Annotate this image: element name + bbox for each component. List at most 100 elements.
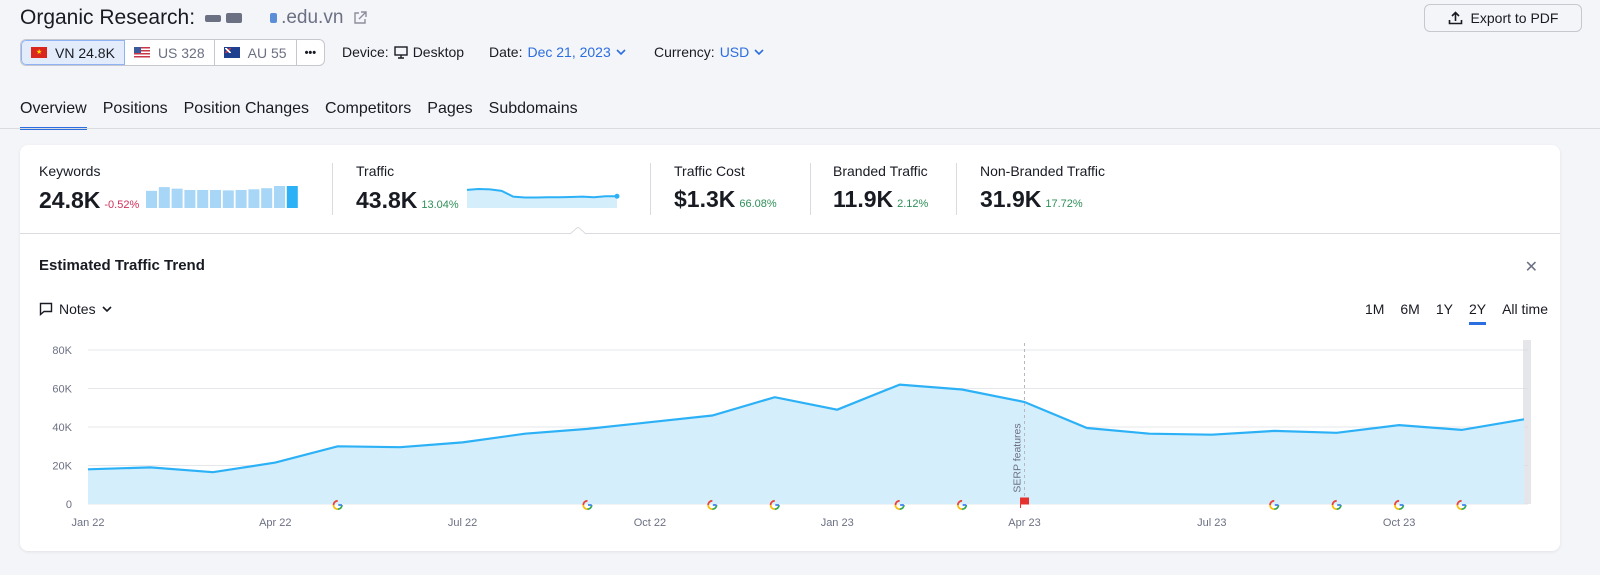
chevron-down-icon [754,48,764,55]
overview-card: Keywords 24.8K -0.52% Traffic 43.8K 13.0… [20,145,1560,551]
period-selector: 1M 6M 1Y 2Y All time [1365,301,1548,325]
metric-label: Branded Traffic [833,163,928,179]
period-6m[interactable]: 6M [1400,301,1420,317]
trend-title: Estimated Traffic Trend [39,257,205,274]
device-value: Desktop [412,44,465,60]
metric-value: $1.3K [674,186,736,212]
google-update-icon [1269,499,1280,511]
google-update-icon [707,499,718,511]
y-tick-label: 20K [52,461,72,473]
period-all-time[interactable]: All time [1502,301,1548,317]
traffic-spark-line [466,187,617,199]
tab-position-changes[interactable]: Position Changes [183,100,310,117]
google-update-icon [332,499,343,511]
metric-change: 2.12% [897,198,929,210]
traffic-sparkline [466,187,620,208]
metric-non-branded-traffic[interactable]: Non-Branded Traffic 31.9K 17.72% [980,163,1105,213]
x-tick-label: Apr 23 [1008,517,1040,529]
keywords-spark-bar [159,187,171,208]
external-link-icon[interactable] [353,11,368,25]
traffic-spark-area [466,189,617,208]
y-tick-label: 0 [66,499,72,511]
metric-change: 13.04% [421,199,459,211]
google-update-icon [1394,499,1405,511]
period-2y[interactable]: 2Y [1468,301,1487,325]
traffic-line [87,383,1525,474]
metric-value: 31.9K [980,186,1042,212]
x-tick-label: Jul 23 [1197,517,1226,529]
report-tabs: Overview Positions Position Changes Comp… [20,100,578,130]
currency-selector[interactable]: Currency: USD [654,44,764,60]
keywords-sparkline [146,186,299,208]
db-au-label: AU 55 [247,44,287,61]
db-vn-label: VN 24.8K [55,44,115,61]
keywords-spark-bar [210,189,222,208]
traffic-spark-dot [614,193,620,199]
tab-overview[interactable]: Overview [20,100,87,130]
traffic-area [88,384,1524,504]
serp-features-annotation: SERP features [1012,423,1024,492]
db-vn[interactable]: ★ VN 24.8K [21,40,125,65]
x-tick-label: Jan 23 [821,517,854,529]
export-label: Export to PDF [1470,10,1559,26]
x-tick-label: Jul 22 [448,517,477,529]
more-databases-button[interactable]: ••• [297,40,325,65]
google-update-icon [956,499,968,511]
chart-range-handle [1523,340,1531,504]
currency-value: USD [719,44,750,60]
metric-branded-traffic[interactable]: Branded Traffic 11.9K 2.12% [833,163,928,213]
tab-subdomains[interactable]: Subdomains [488,100,578,117]
more-icon: ••• [304,46,317,59]
date-selector[interactable]: Date: Dec 21, 2023 [489,44,626,60]
y-tick-label: 80K [52,345,72,357]
db-au[interactable]: AU 55 [215,40,297,65]
keywords-spark-bar [197,189,209,208]
metric-label: Traffic Cost [674,163,745,179]
metric-traffic-cost[interactable]: Traffic Cost $1.3K 66.08% [674,163,777,213]
x-tick-label: Oct 22 [634,517,666,529]
device-selector[interactable]: Device: Desktop [342,44,464,60]
tab-competitors[interactable]: Competitors [325,100,412,117]
keywords-spark-bar [184,189,196,208]
traffic-trend-chart[interactable]: 0 20K 40K 60K 80K SERP features Jan 22 Apr 22 Ju… [20,340,1560,540]
metric-label: Keywords [39,163,101,179]
period-1y[interactable]: 1Y [1435,301,1453,317]
tab-pages[interactable]: Pages [427,100,473,117]
section-divider [20,233,1560,234]
flag-note-icon [1020,497,1030,508]
google-update-icon [894,499,905,511]
export-pdf-button[interactable]: Export to PDF [1424,4,1582,32]
metric-separator [810,163,811,215]
keywords-spark-bar [287,186,299,208]
us-flag-icon [133,47,150,58]
x-tick-label: Apr 22 [259,517,291,529]
metric-change: 17.72% [1045,198,1083,210]
comment-icon [39,302,53,316]
metric-label: Non-Branded Traffic [980,163,1106,179]
desktop-icon [393,45,408,59]
google-update-icon [1456,499,1467,511]
db-us-label: US 328 [157,44,205,61]
page-title: Organic Research: .edu.vn [20,6,368,30]
metric-label: Traffic [356,163,395,179]
period-1m[interactable]: 1M [1364,301,1385,317]
metric-separator [956,163,957,215]
notes-dropdown[interactable]: Notes [39,301,112,317]
metric-value: 11.9K [833,186,894,212]
metric-change: 66.08% [739,198,777,210]
keywords-spark-bar [248,189,260,208]
notes-label: Notes [59,301,96,317]
metric-change: -0.52% [104,199,140,211]
australia-flag-icon [223,47,240,58]
metric-separator [332,163,333,215]
metric-keywords[interactable]: Keywords 24.8K -0.52% [39,163,306,214]
db-us[interactable]: US 328 [125,40,215,65]
tabs-divider [0,128,1600,129]
close-icon[interactable]: ✕ [1524,259,1538,276]
upload-icon [1448,11,1462,25]
tab-positions[interactable]: Positions [102,100,168,117]
google-update-icon [769,499,780,511]
domain-redacted [205,13,278,23]
metric-traffic[interactable]: Traffic 43.8K 13.04% [356,163,623,214]
google-update-icon [582,499,593,511]
